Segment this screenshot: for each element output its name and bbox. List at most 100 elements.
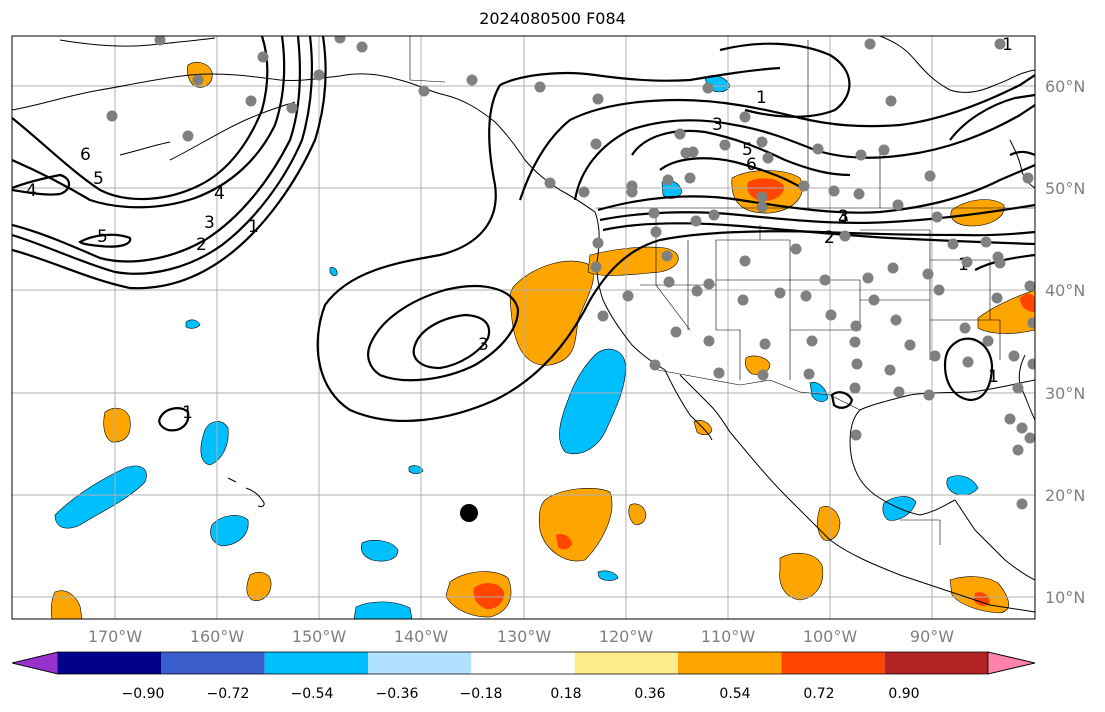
colorbar-tick-label: 0.18 (550, 686, 581, 702)
station-dot (1027, 358, 1035, 370)
station-dot (622, 290, 634, 302)
contour-label: 3 (478, 335, 489, 355)
colorbar-tick-label: −0.72 (207, 686, 250, 702)
lon-label: 160°W (190, 627, 245, 646)
station-dot (959, 322, 971, 334)
colorbar-tick-label: 0.90 (888, 686, 919, 702)
station-dot (790, 243, 802, 255)
lon-label: 170°W (88, 627, 143, 646)
colorbar-tick-label: −0.18 (460, 686, 503, 702)
station-dot (933, 284, 945, 296)
station-dot (868, 294, 880, 306)
station-dot (819, 274, 831, 286)
station-dot (864, 38, 876, 50)
lat-label: 40°N (1045, 281, 1085, 300)
lon-label: 130°W (497, 627, 552, 646)
contour-label: 3 (712, 115, 723, 135)
strong-positive-anomaly-cores (473, 178, 1035, 610)
station-dot (578, 186, 590, 198)
station-dot (992, 251, 1004, 263)
station-dot (890, 314, 902, 326)
coastlines (12, 36, 1035, 613)
station-dot (800, 290, 812, 302)
station-dot (466, 74, 478, 86)
station-dot (661, 250, 673, 262)
station-dot (245, 95, 257, 107)
station-dot (904, 339, 916, 351)
station-dot (825, 309, 837, 321)
station-dot (687, 146, 699, 158)
colorbar-tick-label: 0.54 (719, 686, 750, 702)
station-dot (892, 199, 904, 211)
colorbar-outline (11, 651, 1036, 675)
station-dot (691, 285, 703, 297)
contour-label: 6 (746, 155, 757, 175)
lon-label: 120°W (599, 627, 654, 646)
station-dot (923, 389, 935, 401)
station-dot (737, 294, 749, 306)
negative-anomaly-patches (54, 75, 979, 619)
station-dot (849, 382, 861, 394)
station-dot (182, 130, 194, 142)
station-dot (887, 262, 899, 274)
station-dot (1016, 498, 1028, 510)
station-dot (662, 174, 674, 186)
lat-label: 20°N (1045, 486, 1085, 505)
colorbar-tick-labels: −0.90 −0.72 −0.54 −0.36 −0.18 0.18 0.36 … (122, 686, 920, 702)
contour-lines (12, 36, 1035, 432)
station-dot (929, 350, 941, 362)
station-dot (1012, 382, 1024, 394)
station-dot (626, 186, 638, 198)
station-dot (674, 128, 686, 140)
lon-label: 100°W (803, 627, 858, 646)
station-dot (1004, 413, 1016, 425)
colorbar-segment (781, 652, 885, 674)
station-dot (192, 74, 204, 86)
station-dot (703, 335, 715, 347)
station-dot (534, 81, 546, 93)
station-dot (356, 41, 368, 53)
station-dot (739, 255, 751, 267)
station-dot (762, 152, 774, 164)
station-dot (1027, 317, 1035, 329)
station-dot (980, 236, 992, 248)
contour-label: 1 (756, 88, 767, 108)
station-dot (849, 336, 861, 348)
station-dot (806, 335, 818, 347)
station-dot (649, 359, 661, 371)
colorbar-extend-left (11, 651, 59, 675)
station-dot (862, 272, 874, 284)
station-dot (855, 149, 867, 161)
colorbar-tick-label: 0.72 (803, 686, 834, 702)
contour-label: 1 (1002, 35, 1013, 55)
station-dot (703, 278, 715, 290)
station-dot (991, 292, 1003, 304)
station-dot (961, 256, 973, 268)
station-dot (719, 139, 731, 151)
station-dot (713, 367, 725, 379)
colorbar (11, 651, 1036, 675)
station-dot (994, 38, 1006, 50)
contour-label: 4 (838, 209, 849, 229)
lat-label: 10°N (1045, 588, 1085, 607)
station-dot (812, 143, 824, 155)
station-dot (418, 85, 430, 97)
contour-label: 5 (97, 227, 108, 247)
station-dot (257, 51, 269, 63)
contour-label: 1 (988, 367, 999, 387)
station-dot (702, 82, 714, 94)
station-dot (756, 201, 768, 213)
station-dot (592, 93, 604, 105)
contour-label: 6 (80, 145, 91, 165)
station-dot (878, 144, 890, 156)
lon-label: 150°W (292, 627, 347, 646)
station-dot (1008, 350, 1020, 362)
station-dot (1024, 280, 1035, 292)
contour-label: 2 (824, 228, 835, 248)
station-dot (962, 356, 974, 368)
station-dot (670, 326, 682, 338)
station-dot (922, 268, 934, 280)
station-dot (106, 110, 118, 122)
station-dot (924, 170, 936, 182)
